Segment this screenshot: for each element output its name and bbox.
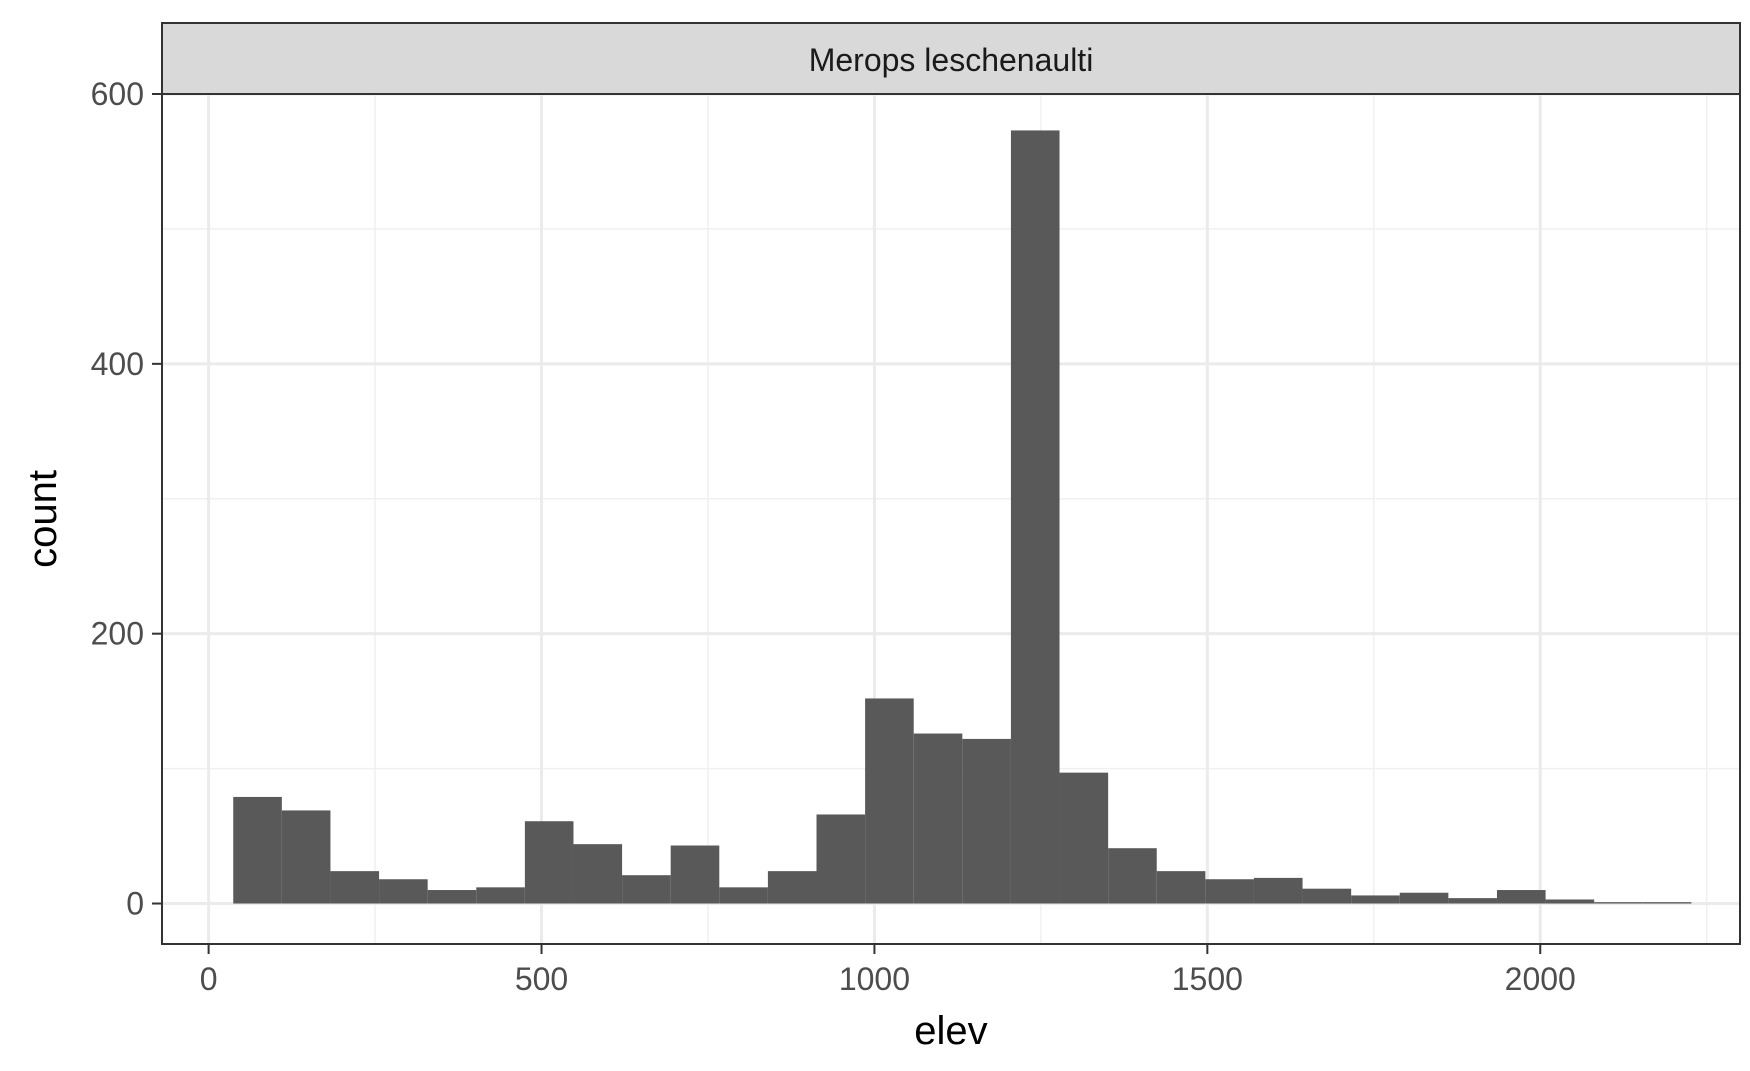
x-tick-label: 500 (515, 961, 568, 997)
histogram-bar (330, 871, 380, 904)
histogram-bar (1496, 890, 1546, 904)
y-tick-label: 400 (91, 346, 144, 382)
histogram-bar (913, 733, 963, 904)
histogram-bar (1642, 902, 1692, 904)
x-axis-ticks: 0 500 1000 1500 2000 (200, 944, 1576, 997)
histogram-bar (1108, 848, 1157, 904)
histogram-bar (622, 875, 671, 904)
y-axis-ticks: 0 200 400 600 (91, 76, 162, 922)
histogram-bar (379, 879, 428, 904)
x-tick-label: 0 (200, 961, 218, 997)
facet-strip-label: Merops leschenaulti (809, 42, 1094, 78)
histogram-bar (865, 698, 914, 904)
y-tick-label: 200 (91, 616, 144, 652)
x-axis-title: elev (914, 1009, 987, 1053)
histogram-bar (962, 738, 1011, 904)
histogram-bar (1594, 902, 1643, 904)
histogram-bar (1399, 892, 1449, 904)
y-axis-title: count (21, 470, 65, 568)
histogram-bar (524, 821, 574, 904)
y-tick-label: 0 (126, 886, 144, 922)
x-tick-label: 1000 (839, 961, 910, 997)
facet-strip (161, 22, 1741, 95)
histogram-bar (1448, 898, 1497, 904)
histogram-bars (233, 130, 1692, 904)
histogram-bar (233, 796, 282, 904)
y-tick-label: 600 (91, 76, 144, 112)
histogram-bar (816, 814, 866, 904)
histogram-bar (281, 810, 331, 904)
histogram-bar (767, 871, 817, 904)
histogram-bar (1059, 772, 1109, 904)
x-tick-label: 1500 (1172, 961, 1243, 997)
histogram-bar (1302, 888, 1352, 904)
histogram-bar (1545, 899, 1595, 904)
histogram-bar (1156, 871, 1206, 904)
histogram-bar (1205, 879, 1254, 904)
histogram-bar (573, 844, 623, 904)
histogram-bar (1351, 895, 1400, 904)
histogram-bar (719, 887, 768, 904)
histogram-bar (427, 890, 477, 904)
x-tick-label: 2000 (1505, 961, 1576, 997)
histogram-bar (670, 845, 720, 904)
histogram-bar (1253, 877, 1303, 904)
histogram-bar (1010, 130, 1060, 904)
histogram-bar (476, 887, 525, 904)
